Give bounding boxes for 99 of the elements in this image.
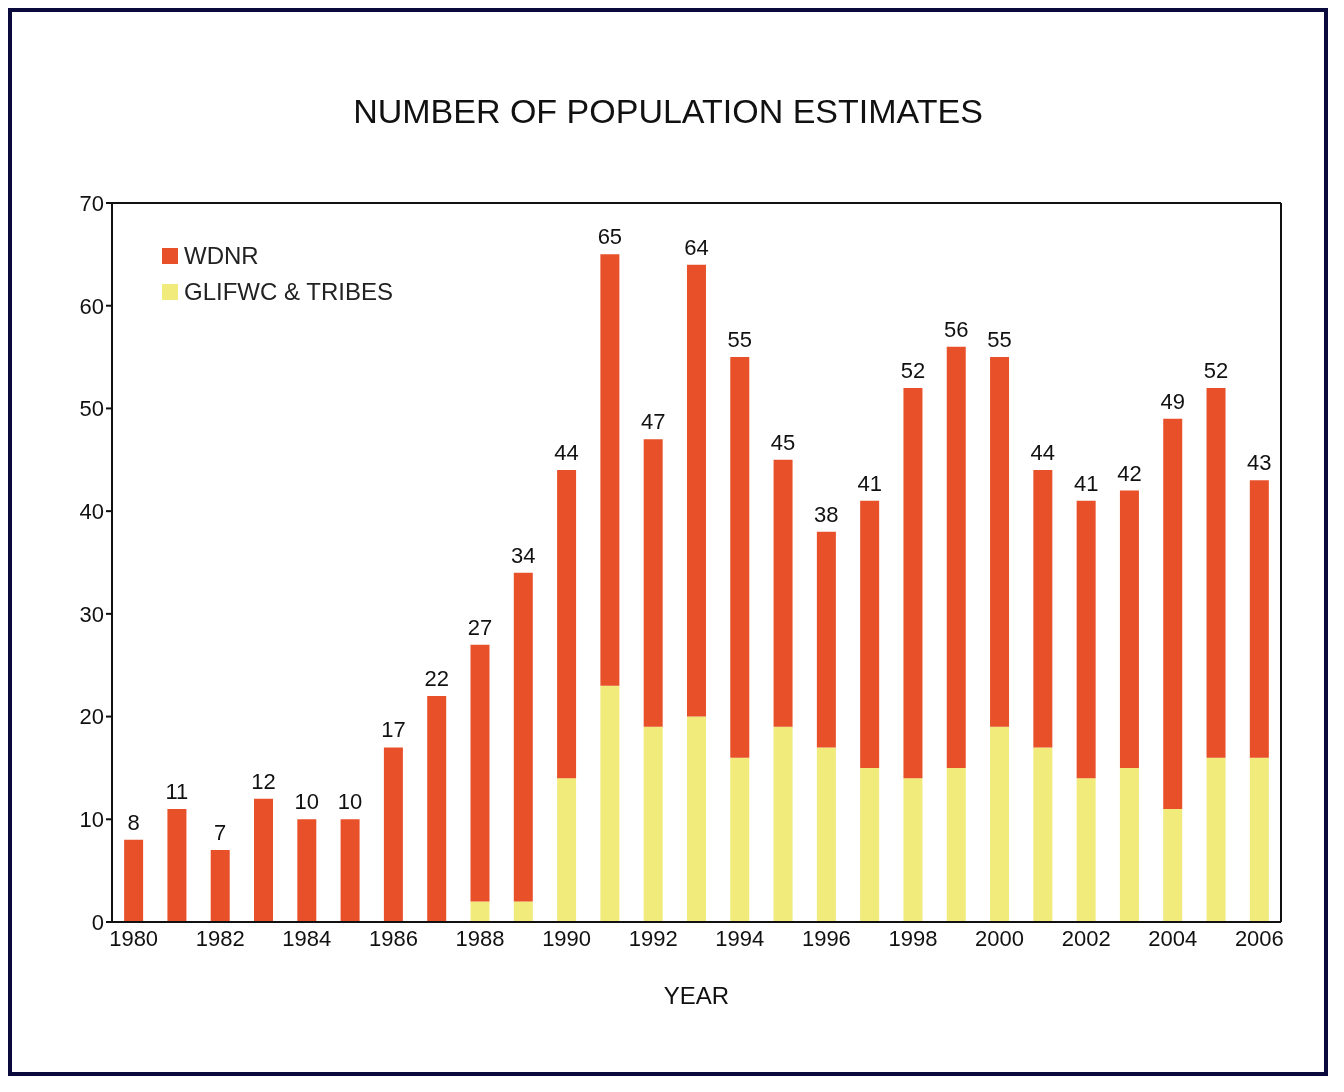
total-label: 45 (770, 429, 796, 455)
bar (1163, 809, 1183, 922)
x-axis-title: YEAR (663, 982, 730, 1009)
total-label: 44 (1030, 440, 1056, 466)
total-label: 55 (987, 327, 1012, 353)
bar (557, 470, 577, 779)
total-label: 34 (511, 542, 536, 568)
bar (860, 767, 880, 922)
bar (210, 850, 230, 922)
bar (1249, 757, 1269, 922)
bar (990, 726, 1010, 922)
bar (1119, 490, 1139, 768)
total-label: 56 (944, 316, 969, 342)
bar (600, 254, 620, 686)
legend-label: GLIFWC & TRIBES (184, 278, 393, 306)
total-label: 10 (337, 789, 363, 815)
bar (557, 778, 577, 922)
bar (1163, 418, 1183, 810)
y-tick-label: 30 (79, 601, 104, 627)
total-label: 17 (381, 717, 406, 743)
x-tick-label: 1996 (801, 925, 851, 951)
bar (383, 747, 403, 922)
total-label: 11 (165, 779, 189, 805)
y-tick-label: 50 (79, 396, 104, 422)
bar (470, 644, 490, 902)
bar (513, 901, 533, 922)
x-tick-label: 2002 (1061, 925, 1111, 951)
bar (167, 809, 187, 922)
bar (643, 726, 663, 922)
total-label: 42 (1117, 460, 1142, 486)
bar (1076, 778, 1096, 922)
y-tick-label: 0 (91, 909, 104, 935)
bar (816, 531, 836, 748)
total-label: 38 (814, 501, 839, 527)
bar (297, 819, 317, 922)
bar (600, 685, 620, 922)
bar (1206, 757, 1226, 922)
bar (254, 798, 274, 922)
total-label: 52 (1203, 357, 1229, 383)
bar (1206, 387, 1226, 758)
y-tick-label: 60 (79, 293, 104, 319)
y-tick-label: 70 (79, 190, 104, 216)
bar (686, 264, 706, 717)
x-tick-label: 1988 (455, 925, 505, 951)
bar (816, 747, 836, 922)
total-label: 8 (127, 809, 140, 835)
total-label: 41 (857, 470, 882, 496)
bar (730, 357, 750, 758)
total-label: 43 (1247, 450, 1272, 476)
bar (1033, 747, 1053, 922)
total-label: 41 (1073, 470, 1099, 496)
bar (1033, 470, 1053, 748)
y-tick-label: 40 (79, 498, 104, 524)
bar (340, 819, 360, 922)
bar (1249, 480, 1269, 758)
bar (1076, 500, 1096, 779)
bar (1119, 767, 1139, 922)
bar (686, 716, 706, 922)
bar (427, 696, 447, 922)
x-tick-label: 1982 (195, 925, 245, 951)
bar (470, 901, 490, 922)
x-tick-label: 1984 (282, 925, 332, 951)
total-label: 55 (727, 327, 753, 353)
total-label: 64 (684, 234, 709, 260)
x-tick-label: 1994 (715, 925, 765, 951)
total-label: 44 (554, 440, 579, 466)
bar (643, 439, 663, 727)
total-label: 10 (294, 789, 320, 815)
bar (903, 778, 923, 922)
total-label: 22 (424, 666, 449, 692)
y-tick-label: 10 (79, 807, 104, 833)
total-label: 49 (1160, 388, 1185, 414)
bar (773, 726, 793, 922)
x-tick-label: 1990 (542, 925, 592, 951)
x-tick-label: 2004 (1148, 925, 1198, 951)
bar (946, 346, 966, 768)
x-tick-label: 2006 (1234, 925, 1284, 951)
total-label: 27 (467, 614, 493, 640)
total-label: 7 (214, 820, 227, 846)
bar (990, 357, 1010, 727)
y-tick-label: 20 (79, 704, 104, 730)
bar (124, 839, 144, 922)
bar (946, 767, 966, 922)
total-label: 52 (900, 357, 926, 383)
x-tick-label: 2000 (975, 925, 1025, 951)
x-tick-label: 1998 (888, 925, 938, 951)
x-tick-label: 1980 (109, 925, 159, 951)
chart-title: NUMBER OF POPULATION ESTIMATES (352, 92, 984, 131)
total-label: 12 (251, 768, 276, 794)
x-tick-label: 1992 (628, 925, 678, 951)
legend-label: WDNR (184, 242, 259, 270)
bar (730, 757, 750, 922)
total-label: 65 (597, 224, 623, 250)
bar (903, 387, 923, 779)
bar (773, 459, 793, 727)
x-tick-label: 1986 (368, 925, 418, 951)
total-label: 47 (640, 409, 666, 435)
bar (860, 500, 880, 768)
bar (513, 572, 533, 902)
